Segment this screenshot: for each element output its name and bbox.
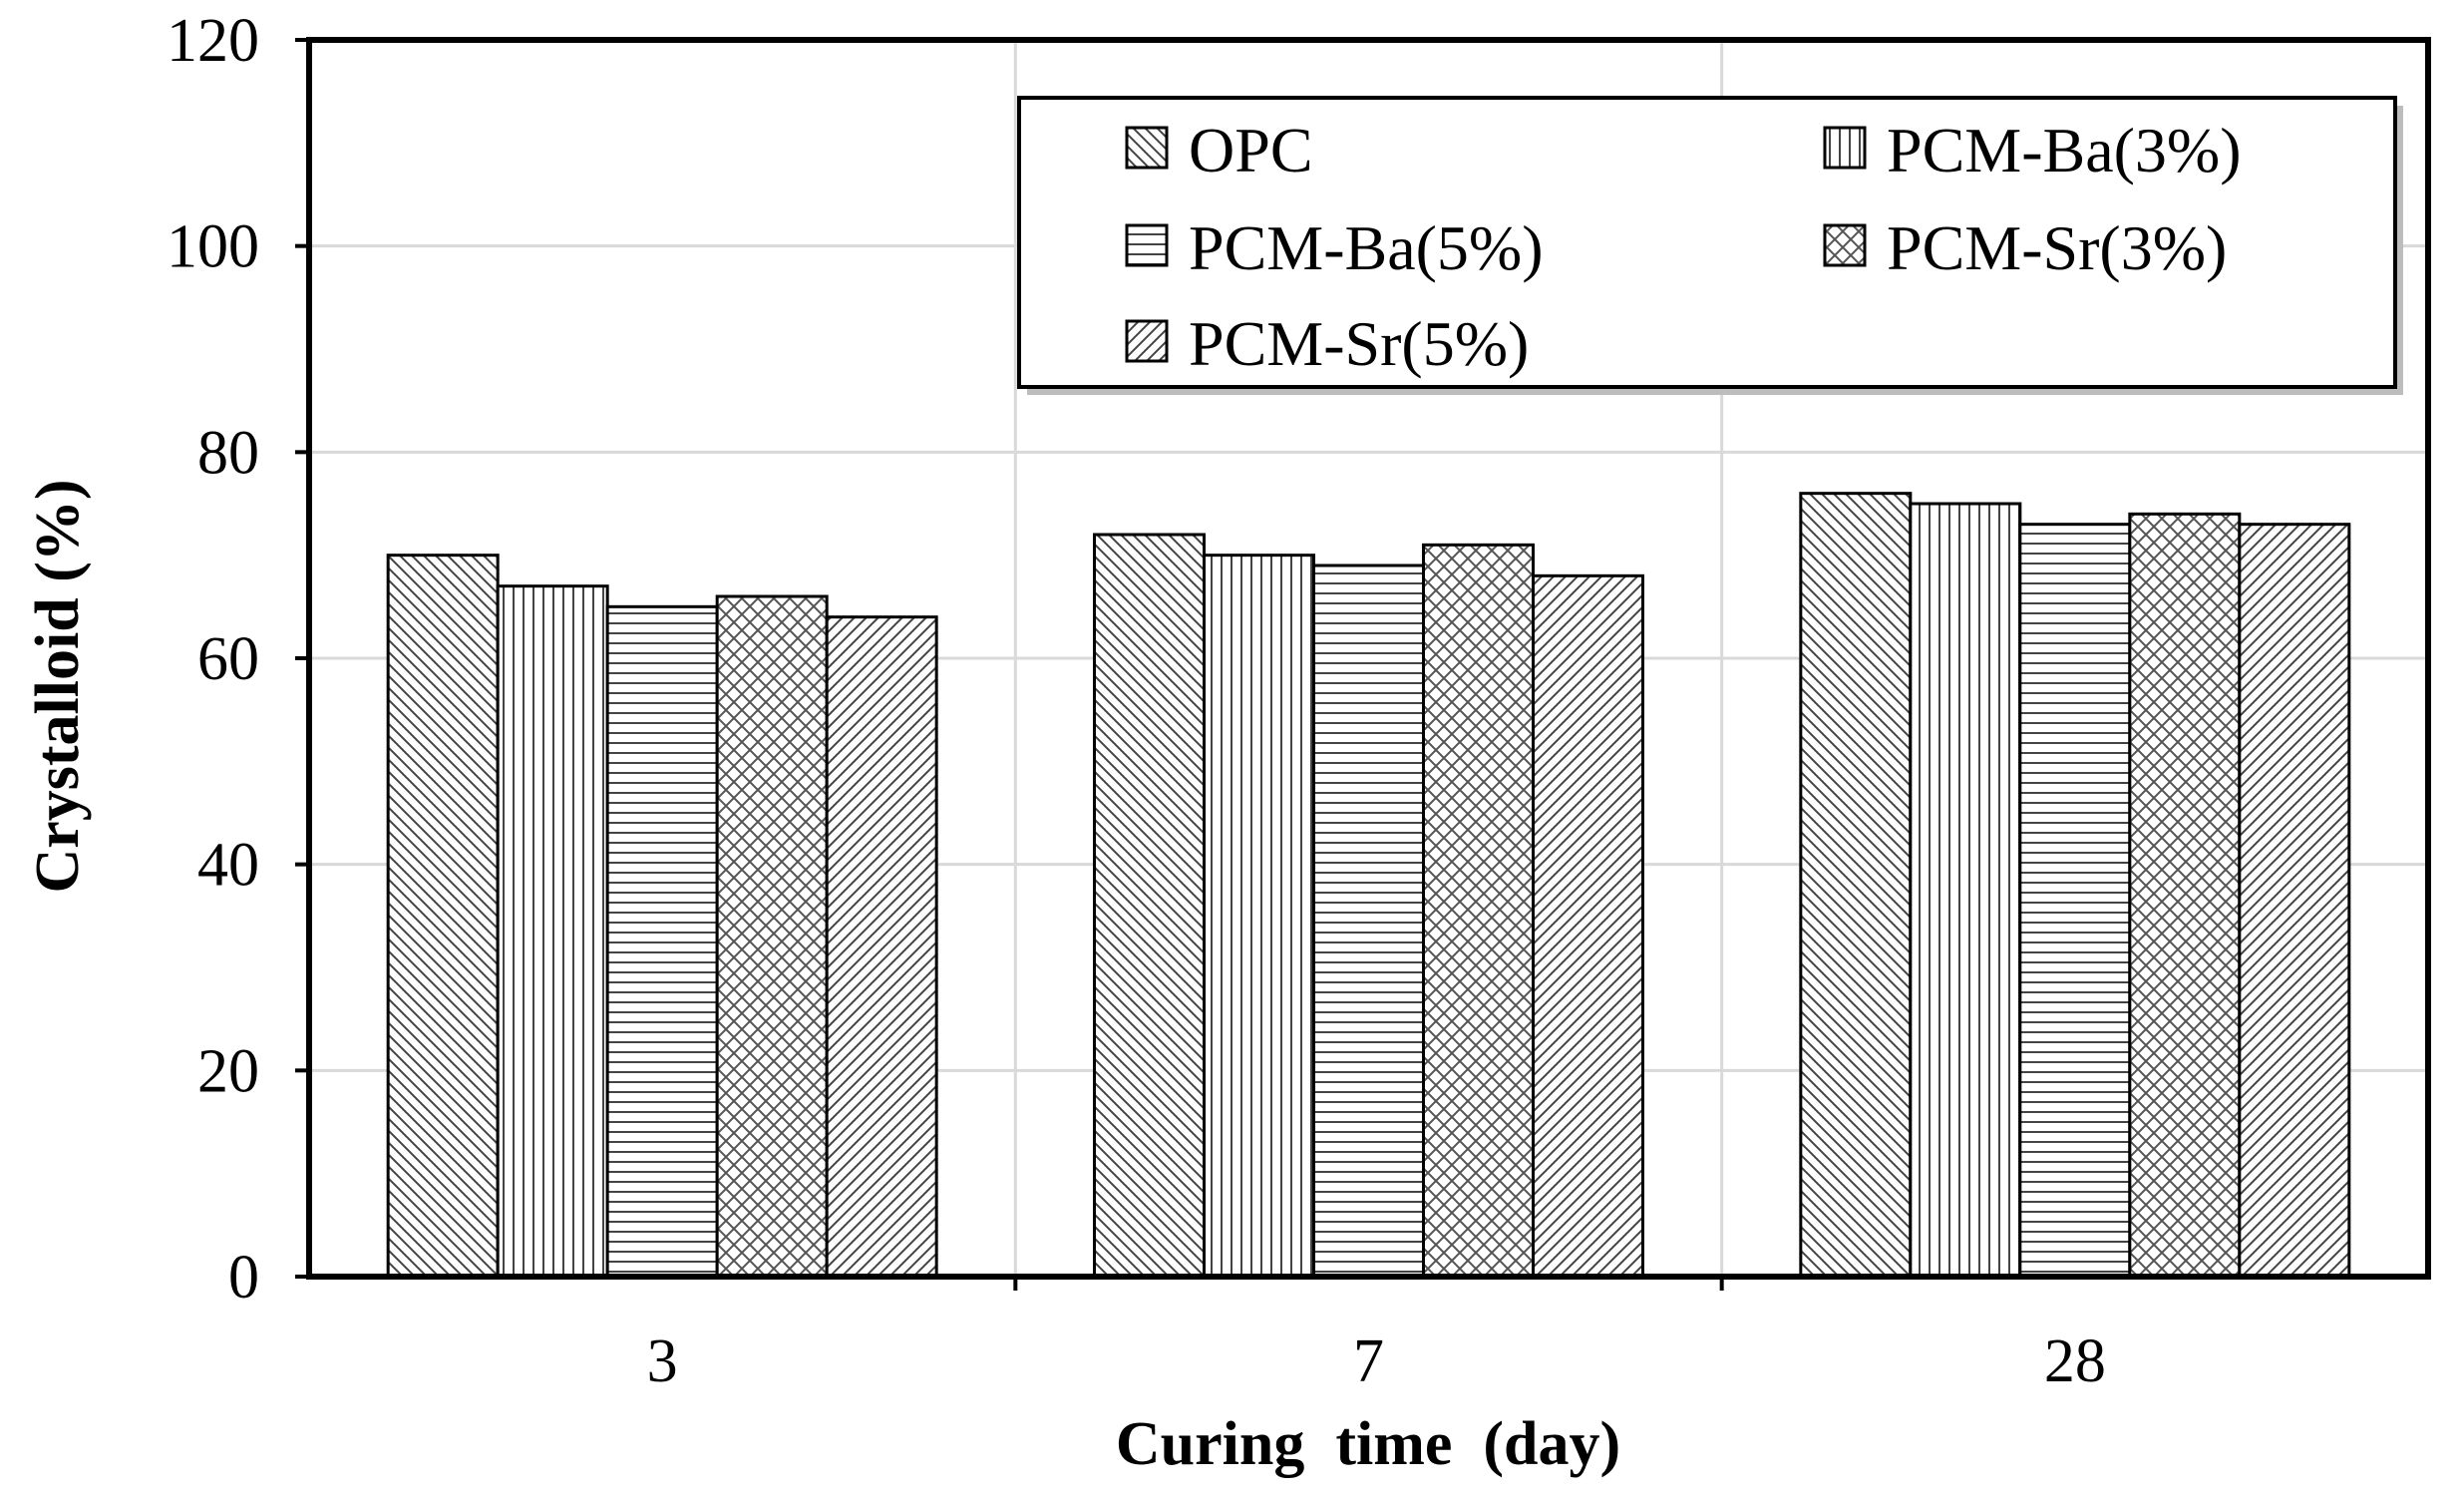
bar (386, 554, 500, 1279)
bar (1532, 573, 1644, 1279)
bars (386, 492, 2351, 1279)
legend-box (1017, 96, 2397, 389)
y-tick-label: 60 (197, 625, 259, 693)
legend-label: PCM-Sr(5%) (1189, 308, 1529, 379)
x-axis-title: Curing time (day) (1116, 1410, 1620, 1478)
bar (2128, 512, 2242, 1279)
legend-swatch (1125, 319, 1169, 363)
y-tick-label: 0 (228, 1244, 259, 1312)
legend-label: OPC (1189, 115, 1313, 186)
bar (1203, 554, 1315, 1279)
bar (1799, 492, 1913, 1279)
x-tick-label: 7 (1353, 1327, 1384, 1395)
bar (825, 615, 938, 1279)
bar (1312, 563, 1425, 1279)
y-tick-label: 80 (197, 419, 259, 487)
y-tick-label: 100 (167, 213, 259, 281)
y-tick-label: 120 (167, 7, 259, 75)
bar (2238, 523, 2351, 1279)
bar (496, 584, 609, 1279)
y-tick-labels: 0 20 40 60 80 100 120 (167, 7, 259, 1312)
axis-ticks (295, 38, 1724, 1291)
legend-label: PCM-Ba(3%) (1887, 115, 2242, 186)
legend: OPC PCM-Ba(3%) PCM-Ba(5%) PCM-Sr(3%) PCM-Sr(… (1017, 96, 2403, 395)
x-tick-labels: 3 7 28 (647, 1327, 2106, 1395)
y-tick-label: 40 (197, 832, 259, 900)
y-axis-title: Crystalloid (%) (24, 479, 92, 893)
legend-swatch (1125, 223, 1169, 267)
bar (2018, 523, 2132, 1279)
bar (715, 594, 829, 1279)
x-tick-label: 28 (2044, 1327, 2106, 1395)
bar (1422, 543, 1535, 1279)
legend-label: PCM-Ba(5%) (1189, 212, 1544, 283)
bar (605, 604, 719, 1279)
legend-swatch (1125, 126, 1169, 170)
legend-swatch (1823, 126, 1867, 170)
y-tick-label: 20 (197, 1037, 259, 1105)
bar (1093, 533, 1206, 1279)
legend-swatch (1823, 223, 1867, 267)
bar (1909, 502, 2022, 1279)
x-tick-label: 3 (647, 1327, 678, 1395)
legend-label: PCM-Sr(3%) (1887, 212, 2227, 283)
